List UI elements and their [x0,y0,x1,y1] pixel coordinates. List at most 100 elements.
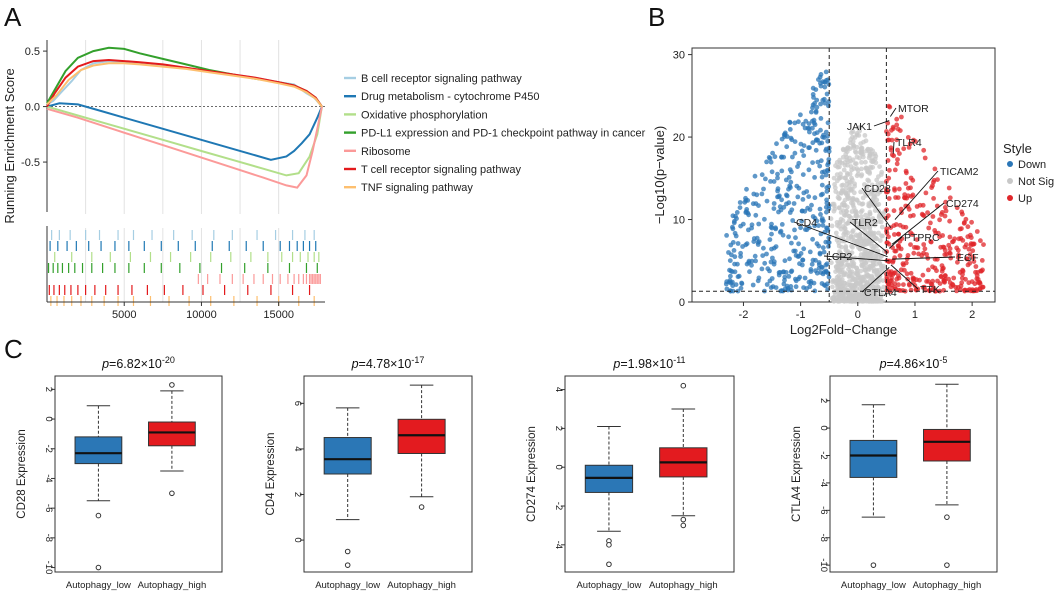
volcano-point [759,266,765,272]
boxplot-y-axis-title: CTLA4 Expression [791,426,803,522]
volcano-point [749,225,754,231]
boxplot-box [74,436,123,465]
volcano-point [826,157,832,162]
volcano-point [859,221,865,227]
gsea-y-axis-title: Running Enrichment Score [2,68,17,223]
volcano-point [814,130,820,136]
volcano-point [820,222,826,228]
volcano-point [810,160,815,166]
volcano-point [814,104,820,110]
volcano-point [784,193,790,199]
volcano-point [931,196,936,201]
volcano-point [963,242,969,248]
volcano-point [848,234,854,239]
volcano-point [784,201,789,207]
volcano-point [779,197,784,203]
volcano-point [787,119,793,125]
volcano-point [880,180,885,186]
volcano-point [974,229,980,234]
volcano-point [821,135,827,140]
volcano-point [772,154,778,160]
volcano-point [937,217,942,223]
volcano-point [738,250,743,256]
volcano-point [816,77,821,82]
panel-letter-c: C [4,334,23,364]
volcano-point [768,179,773,184]
boxplot-outlier [169,490,175,497]
volcano-point [727,258,733,263]
volcano-point [851,143,857,149]
boxplot-box [397,418,446,454]
volcano-point [928,220,933,226]
volcano-point [820,245,826,251]
volcano-point [813,268,818,274]
volcano-point [802,208,808,214]
volcano-point [909,194,914,199]
gsea-y-tick-label: 0.5 [25,46,40,58]
volcano-label-leader [861,187,892,229]
volcano-point [874,177,880,183]
volcano-point [789,169,794,175]
volcano-point [926,279,931,284]
volcano-point [836,258,841,264]
volcano-point [835,195,841,200]
volcano-point [759,172,765,178]
volcano-point [826,103,831,109]
volcano-point [771,201,777,206]
volcano-point [866,148,872,154]
volcano-point [854,280,859,285]
volcano-point [869,187,875,193]
volcano-point [764,282,770,287]
volcano-point [836,267,842,273]
volcano-point [775,186,781,192]
volcano-point [875,181,881,187]
volcano-point [811,120,817,126]
volcano-point [844,282,850,288]
volcano-point [826,99,832,104]
boxplot-title: p=1.98×10-11 [612,355,685,371]
volcano-point [893,248,899,254]
volcano-point [838,284,844,290]
volcano-point [788,269,794,275]
volcano-point [734,210,740,215]
volcano-point [817,251,823,257]
volcano-point [930,183,935,189]
boxplot-x-tick-label: Autophagy_high [138,580,207,591]
volcano-point [896,243,902,249]
volcano-point [792,120,798,126]
volcano-point [863,212,868,218]
gsea-curve-6 [46,62,323,108]
volcano-point [806,194,812,200]
volcano-point [874,197,880,203]
volcano-point [730,288,736,294]
volcano-point [970,241,976,247]
volcano-point [875,248,881,254]
gsea-rank-strip [47,214,325,228]
boxplot-title-exponent: -17 [411,355,424,365]
gsea-curve-4 [46,106,323,189]
volcano-point [853,208,858,214]
volcano-point [771,261,777,267]
volcano-point [732,261,737,267]
volcano-point [813,110,819,115]
volcano-point [792,150,798,156]
volcano-point [736,273,742,279]
volcano-point [940,244,946,250]
volcano-point [867,223,873,229]
volcano-point [866,178,872,184]
volcano-point [849,259,855,264]
volcano-point [884,129,889,134]
volcano-point [771,206,777,212]
volcano-point [867,253,872,259]
volcano-point [894,122,900,128]
volcano-point [800,257,806,263]
volcano-point [868,165,874,171]
volcano-point [823,69,829,75]
volcano-point [817,206,823,212]
volcano-point [729,269,735,275]
volcano-point [784,283,790,289]
volcano-gene-label: LCP2 [826,251,852,263]
volcano-point [896,231,901,237]
volcano-point [859,208,865,214]
boxplot-box [923,428,971,462]
